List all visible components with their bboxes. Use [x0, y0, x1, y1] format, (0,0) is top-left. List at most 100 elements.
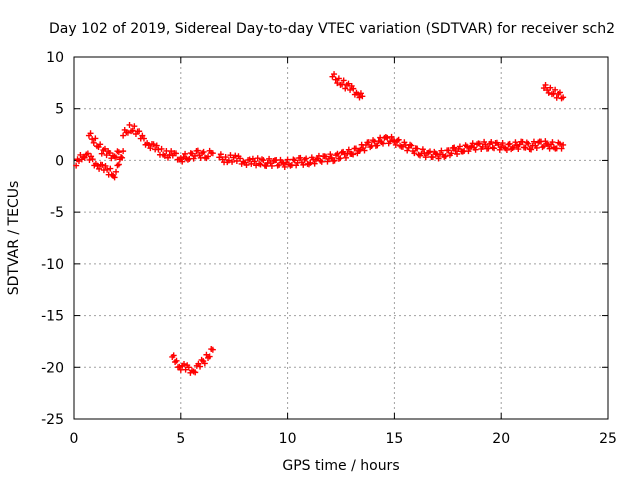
- plot-frame: [73, 56, 609, 420]
- data-marker: [161, 152, 168, 159]
- data-marker: [465, 148, 472, 155]
- data-marker: [300, 161, 307, 168]
- x-tick-label: 0: [70, 431, 79, 447]
- data-marker: [556, 89, 563, 96]
- data-marker: [107, 165, 114, 172]
- data-marker: [325, 155, 332, 162]
- data-marker: [260, 157, 267, 164]
- data-marker: [496, 146, 503, 153]
- data-marker: [120, 148, 127, 155]
- data-marker: [203, 351, 210, 358]
- data-marker: [103, 152, 110, 159]
- data-marker: [106, 150, 113, 157]
- data-marker: [173, 357, 180, 364]
- data-marker: [512, 139, 519, 146]
- data-marker: [84, 150, 91, 157]
- data-marker: [101, 145, 108, 152]
- series-seg1: [73, 148, 127, 181]
- data-marker: [345, 146, 352, 153]
- data-marker: [113, 154, 120, 161]
- data-marker: [140, 135, 147, 142]
- data-marker: [345, 80, 352, 87]
- data-marker: [205, 153, 212, 160]
- data-marker: [327, 151, 334, 158]
- data-marker: [307, 159, 314, 166]
- data-marker: [120, 132, 127, 139]
- y-tick-label: 0: [55, 153, 64, 169]
- data-marker: [334, 150, 341, 157]
- data-marker: [331, 71, 338, 78]
- data-marker: [422, 154, 429, 161]
- data-marker: [131, 123, 138, 130]
- data-marker: [115, 161, 122, 168]
- data-marker: [182, 150, 189, 157]
- data-marker: [209, 150, 216, 157]
- data-marker: [542, 81, 549, 88]
- data-marker: [81, 154, 88, 161]
- data-marker: [248, 160, 255, 167]
- y-tick-label: -25: [41, 412, 64, 428]
- data-marker: [491, 145, 498, 152]
- series-seg2: [85, 130, 122, 162]
- data-marker: [546, 145, 553, 152]
- data-marker: [332, 76, 339, 83]
- x-tick-label: 10: [279, 431, 297, 447]
- data-marker: [519, 138, 526, 145]
- data-marker: [388, 133, 395, 140]
- data-marker: [266, 155, 273, 162]
- data-marker: [297, 154, 304, 161]
- data-marker: [233, 158, 240, 165]
- data-marker: [513, 142, 520, 149]
- data-marker: [472, 146, 479, 153]
- data-marker: [124, 129, 131, 136]
- data-marker: [560, 94, 567, 101]
- data-marker: [448, 150, 455, 157]
- data-marker: [374, 142, 381, 149]
- data-marker: [528, 146, 535, 153]
- data-marker: [90, 139, 97, 146]
- data-marker: [232, 152, 239, 159]
- data-marker: [411, 150, 418, 157]
- x-axis-label: GPS time / hours: [282, 458, 399, 474]
- chart-title: Day 102 of 2019, Sidereal Day-to-day VTE…: [49, 21, 615, 37]
- data-marker: [488, 139, 495, 146]
- data-marker: [311, 160, 318, 167]
- data-marker: [200, 148, 207, 155]
- data-marker: [89, 156, 96, 163]
- data-marker: [342, 85, 349, 92]
- x-axis: 0 5 10 15 20 25: [70, 57, 617, 447]
- data-marker: [482, 141, 489, 148]
- data-marker: [216, 154, 223, 161]
- data-marker: [384, 134, 391, 141]
- data-marker: [201, 360, 208, 367]
- series-seg5: [329, 71, 366, 101]
- data-marker: [540, 85, 547, 92]
- data-marker: [177, 155, 184, 162]
- data-marker: [206, 353, 213, 360]
- data-marker: [104, 166, 111, 173]
- data-marker: [97, 141, 104, 148]
- data-marker: [284, 156, 291, 163]
- series-seg4: [216, 133, 567, 170]
- data-marker: [126, 121, 133, 128]
- data-marker: [350, 151, 357, 158]
- data-marker: [318, 158, 325, 165]
- data-marker: [158, 145, 165, 152]
- data-marker: [113, 168, 120, 175]
- x-tick-label: 15: [385, 431, 403, 447]
- data-marker: [476, 140, 483, 147]
- data-marker: [86, 156, 93, 163]
- data-marker: [98, 150, 105, 157]
- data-marker: [176, 363, 183, 370]
- grid-lines: [74, 57, 608, 419]
- data-series: [73, 71, 567, 376]
- data-marker: [111, 174, 118, 181]
- data-marker: [179, 158, 186, 165]
- data-marker: [194, 147, 201, 154]
- data-marker: [506, 140, 513, 147]
- data-marker: [456, 143, 463, 150]
- data-marker: [254, 155, 261, 162]
- data-marker: [438, 147, 445, 154]
- data-marker: [560, 141, 567, 148]
- data-marker: [547, 84, 554, 91]
